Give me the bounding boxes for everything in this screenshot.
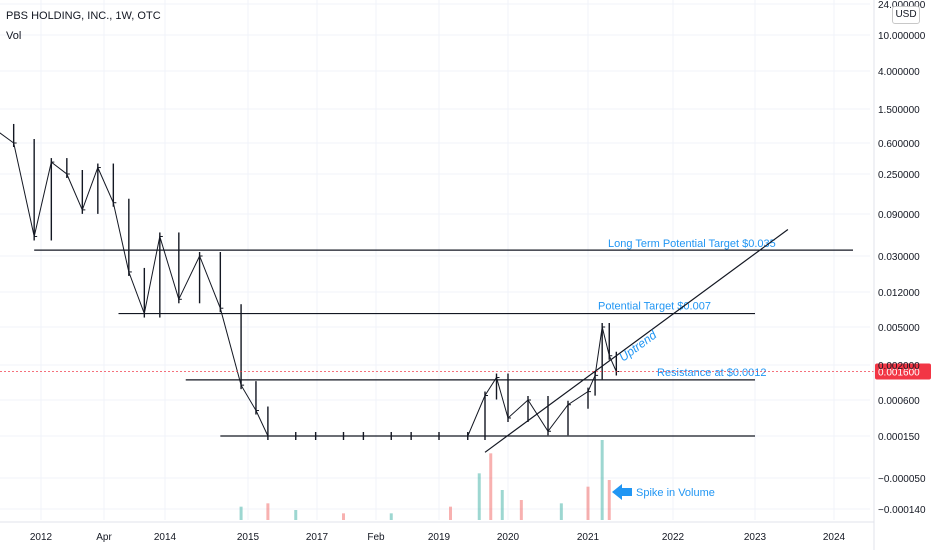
time-tick-label: 2012 (30, 532, 53, 543)
grid (0, 0, 870, 520)
time-tick-label: 2023 (744, 532, 767, 543)
time-tick-label: 2020 (497, 532, 520, 543)
symbol-title: PBS HOLDING, INC., 1W, OTC (6, 10, 161, 22)
time-tick-label: 2014 (154, 532, 177, 543)
price-tick-label: 0.250000 (878, 170, 920, 181)
volume-spike-label: Spike in Volume (636, 487, 715, 499)
time-tick-label: 2021 (577, 532, 600, 543)
time-axis[interactable]: 2012 Apr 2014 2015 2017 Feb 2019 2020 2021 2022 20… (0, 521, 874, 543)
level-label: Resistance at $0.0012 (657, 367, 766, 379)
time-tick-label: 2017 (306, 532, 329, 543)
volume-bar (607, 480, 611, 520)
price-tick-label: −0.000140 (878, 505, 926, 516)
time-tick-label: Apr (96, 532, 112, 543)
currency-badge[interactable]: USD (892, 6, 920, 24)
time-tick-label: 2019 (428, 532, 451, 543)
time-tick-label: Feb (367, 532, 385, 543)
price-series (0, 123, 620, 440)
level-label: Potential Target $0.007 (598, 301, 711, 313)
volume-bar (239, 506, 243, 520)
volume-bar (342, 513, 345, 520)
time-tick-label: 2022 (662, 532, 685, 543)
price-tick-label: 0.002000 (878, 361, 920, 372)
price-tick-label: 0.090000 (878, 210, 920, 221)
price-tick-label: 0.012000 (878, 288, 920, 299)
price-axis[interactable]: 24.000000 10.000000 4.000000 1.500000 0.6000… (873, 0, 926, 550)
price-tick-label: 0.030000 (878, 252, 920, 263)
price-tick-label: 24.000000 (878, 0, 926, 11)
trend-line[interactable]: Uptrend (484, 229, 789, 453)
annotations: 0.001600 Spike in Volume (0, 363, 931, 500)
volume-bar (294, 510, 298, 520)
volume-bar (600, 440, 604, 520)
volume-indicator-label[interactable]: Vol (6, 30, 22, 42)
uptrend-label: Uptrend (616, 328, 659, 365)
price-tick-label: 4.000000 (878, 67, 920, 78)
price-tick-label: 0.600000 (878, 139, 920, 150)
level-label: Long Term Potential Target $0.035 (608, 238, 776, 250)
arrow-left-icon (612, 484, 632, 500)
price-tick-label: 0.000600 (878, 396, 920, 407)
volume-bar (266, 503, 270, 520)
price-tick-label: −0.000050 (878, 474, 926, 485)
time-tick-label: 2024 (823, 532, 846, 543)
volume-bar (519, 500, 523, 520)
horizontal-lines[interactable]: Long Term Potential Target $0.035 Potenti… (34, 238, 853, 437)
volume-bar (559, 503, 563, 520)
volume-bar (500, 490, 504, 520)
price-tick-label: 0.000150 (878, 432, 920, 443)
current-price-label: 0.001600 (878, 367, 920, 378)
time-tick-label: 2015 (237, 532, 260, 543)
volume-bar (586, 486, 590, 520)
price-tick-label: 10.000000 (878, 31, 926, 42)
volume-bar (449, 506, 452, 520)
volume-bar (389, 513, 393, 520)
price-tick-label: 1.500000 (878, 105, 920, 116)
current-price-badge[interactable] (875, 363, 931, 380)
volume-bars (239, 440, 611, 520)
price-tick-label: 0.005000 (878, 323, 920, 334)
volume-bar (477, 473, 481, 520)
uptrend-line[interactable] (484, 229, 789, 453)
volume-bar (489, 453, 493, 520)
